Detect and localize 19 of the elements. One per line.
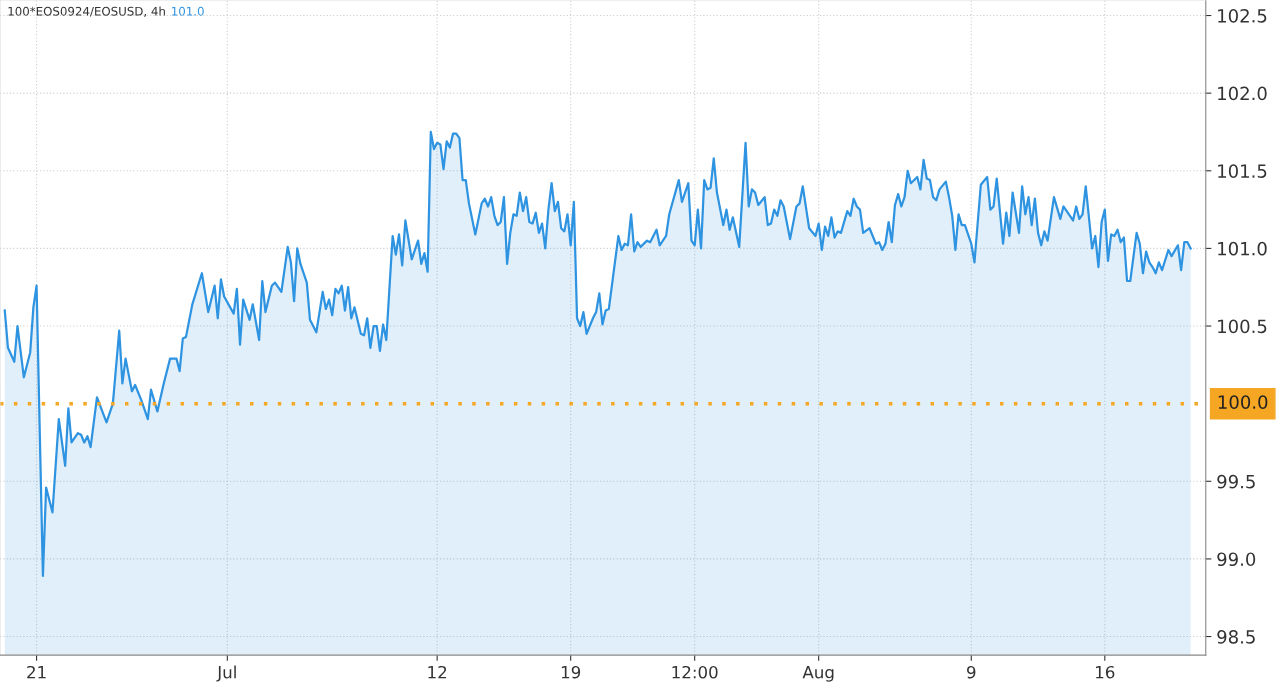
ref-line-label: 100.0 xyxy=(1218,395,1268,409)
y-tick-label: 101.0 xyxy=(1218,241,1267,256)
x-tick-label: Aug xyxy=(802,666,834,682)
y-tick-label: 99.5 xyxy=(1217,474,1255,489)
x-tick-label: 12:00 xyxy=(672,665,718,679)
x-tick-label: 12 xyxy=(428,665,447,679)
annotation: 101.0 xyxy=(172,6,204,16)
x-tick-label: 16 xyxy=(1096,665,1115,679)
x-tick-label: 19 xyxy=(561,665,581,679)
y-tick-label: 100.5 xyxy=(1218,319,1267,334)
y-tick-label: 101.5 xyxy=(1218,164,1267,178)
y-tick-label: 98.5 xyxy=(1217,630,1255,644)
y-tick-label: 102.0 xyxy=(1218,86,1267,101)
x-tick-label: Jul xyxy=(216,665,236,682)
y-tick-label: 102.5 xyxy=(1218,8,1267,23)
x-tick-label: 9 xyxy=(967,665,976,679)
x-tick-label: 21 xyxy=(27,665,46,679)
chart-title: 100*EOS0924/EOSUSD, 4h xyxy=(8,6,165,17)
y-tick-label: 99.0 xyxy=(1217,552,1256,567)
